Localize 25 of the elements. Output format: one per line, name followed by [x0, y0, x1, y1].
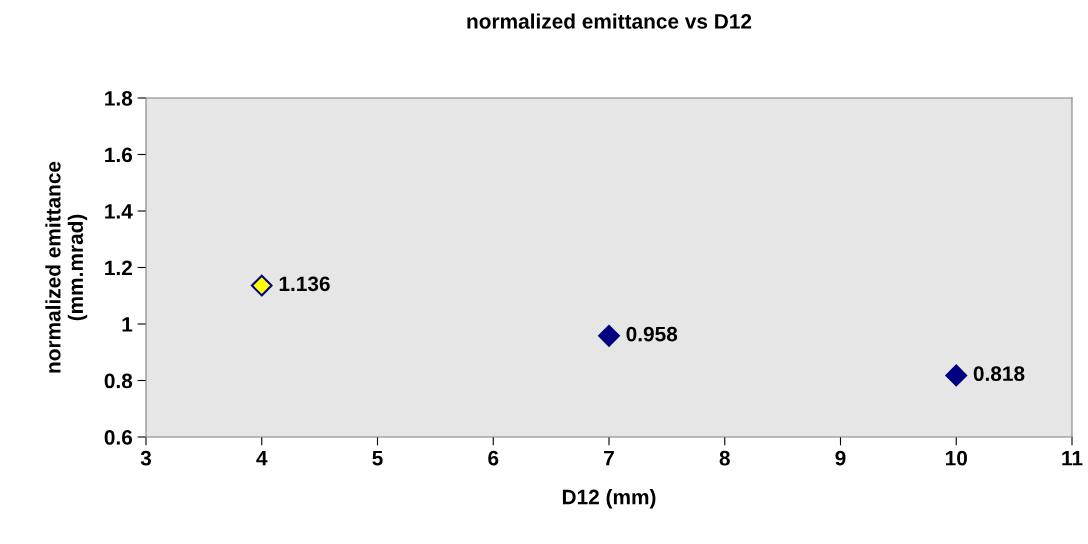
y-axis-title: normalized emittance (mm.mrad): [45, 161, 88, 373]
point: [598, 325, 620, 347]
data-label: 0.958: [626, 326, 678, 342]
x-axis-title: D12 (mm): [562, 489, 656, 509]
y-tick-label: 1.8: [105, 91, 133, 106]
y-tick-label: 1.2: [105, 260, 132, 276]
x-tick-label: 10: [945, 450, 967, 466]
x-tick-label: 6: [488, 450, 499, 466]
chart-title: normalized emittance vs D12: [467, 13, 752, 29]
x-tick-label: 7: [604, 450, 614, 466]
y-tick-label: 1.6: [105, 147, 133, 163]
y-tick-label: 1.4: [105, 204, 133, 219]
data-label: 0.818: [973, 366, 1025, 382]
x-tick-label: 4: [256, 450, 268, 466]
data-label: 1.136: [279, 276, 330, 292]
x-tick-label: 11: [1062, 450, 1083, 466]
x-tick-label: 3: [140, 450, 152, 466]
y-tick-label: 0.8: [104, 373, 133, 389]
point: [250, 274, 273, 297]
x-tick-label: 9: [835, 450, 846, 466]
y-tick-label: 0.6: [104, 430, 133, 445]
y-tick-label: 1: [122, 317, 133, 332]
x-tick-label: 5: [372, 450, 383, 466]
x-tick-label: 8: [719, 450, 730, 466]
point: [945, 364, 968, 387]
